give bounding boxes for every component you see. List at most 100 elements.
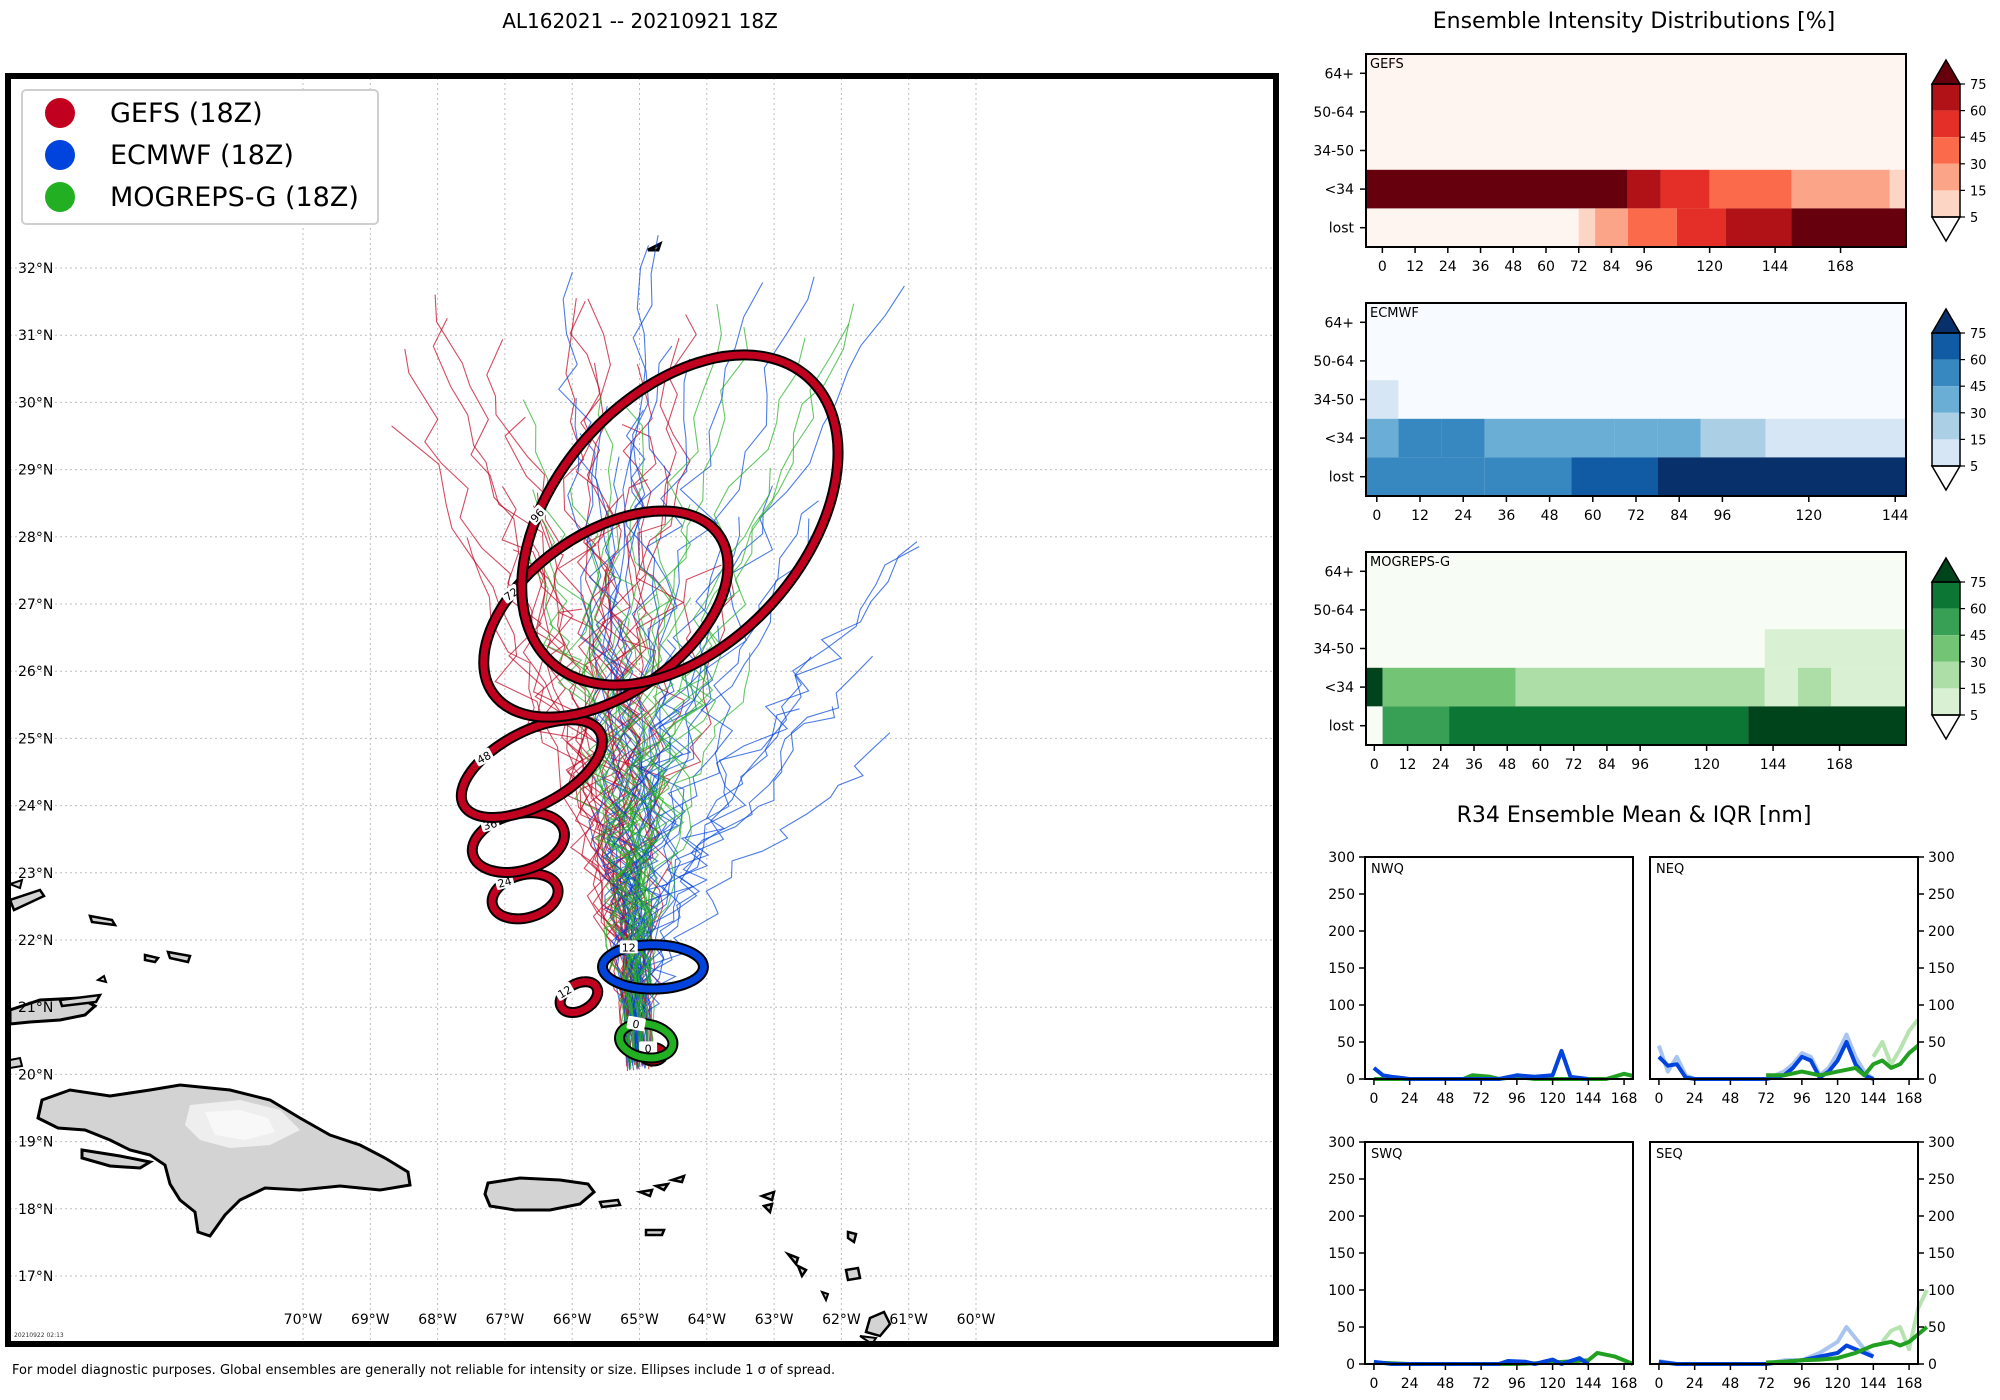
intensity-x-tick-label: 0 xyxy=(1372,508,1381,524)
hispaniola-west-peninsula xyxy=(80,1148,155,1170)
ensemble-track xyxy=(486,339,630,1054)
intensity-cell xyxy=(1366,380,1399,419)
lon-tick-label: 62°W xyxy=(822,1312,861,1328)
ensemble-track xyxy=(633,323,850,1061)
r34-y-tick-label: 150 xyxy=(1328,1246,1355,1262)
intensity-x-tick-label: 120 xyxy=(1696,259,1723,275)
r34-panel-name: SEQ xyxy=(1656,1147,1683,1162)
r34-x-tick-label: 72 xyxy=(1757,1376,1775,1392)
island-bahamas-3 xyxy=(166,950,192,964)
colorbar-segment xyxy=(1932,439,1960,466)
r34-panel-name: SWQ xyxy=(1371,1147,1402,1162)
intensity-cell xyxy=(1366,706,1383,745)
colorbar-tick-label: 60 xyxy=(1970,105,1987,120)
intensity-x-tick-label: 144 xyxy=(1882,508,1909,524)
map-tick-labels: 70°W 69°W 68°W 67°W 66°W 65°W 64°W 63°W 62°W 61°W… xyxy=(18,261,995,1328)
ellipse-hour-label: 48 xyxy=(475,749,493,767)
intensity-x-tick-label: 168 xyxy=(1827,259,1854,275)
island-bahamas-4 xyxy=(95,974,108,984)
intensity-row-label: 50-64 xyxy=(1313,354,1354,370)
intensity-x-tick-label: 12 xyxy=(1411,508,1429,524)
r34-y-tick-label: 150 xyxy=(1328,961,1355,977)
r34-x-tick-label: 168 xyxy=(1896,1091,1923,1107)
ensemble-track xyxy=(602,728,645,1059)
colorbar-frame xyxy=(1931,581,1961,716)
intensity-x-tick-label: 36 xyxy=(1497,508,1515,524)
colorbar-segment xyxy=(1932,635,1960,662)
intensity-x-tick-label: 84 xyxy=(1598,757,1616,773)
r34-x-tick-label: 168 xyxy=(1896,1376,1923,1392)
intensity-cell xyxy=(1676,208,1726,247)
colorbar-bottom-arrow xyxy=(1930,714,1962,741)
r34-panel-neq: NEQ 0 50 100 150 200 250 300 0 24 48 72 96 120 144 168 xyxy=(1649,850,1955,1107)
intensity-row-label: lost xyxy=(1329,221,1355,237)
r34-x-tick-label: 24 xyxy=(1401,1376,1419,1392)
intensity-panel-mogreps-g: MOGREPS-G 64+ 50-64 34-50 <34 lost 0 12 24 36 48 60… xyxy=(1313,551,1987,773)
r34-y-tick-label: 50 xyxy=(1928,1320,1946,1336)
ellipse-label-bg xyxy=(473,747,494,767)
intensity-x-tick-label: 24 xyxy=(1432,757,1450,773)
lat-tick-label: 27°N xyxy=(18,597,53,613)
ensemble-track xyxy=(642,541,918,1059)
ensemble-track xyxy=(584,494,642,1056)
lat-tick-label: 25°N xyxy=(18,731,53,747)
r34-panel-swq: SWQ 0 50 100 150 200 250 300 0 24 48 72 96 120 144 168 xyxy=(1328,1135,1637,1392)
r34-x-tick-label: 96 xyxy=(1508,1376,1526,1392)
colorbar-segment xyxy=(1932,190,1960,217)
r34-y-tick-label: 50 xyxy=(1337,1320,1355,1336)
intensity-cell xyxy=(1528,418,1615,458)
intensity-panel-name: MOGREPS-G xyxy=(1370,555,1450,570)
r34-panel-background xyxy=(1365,1142,1633,1364)
intensity-cell xyxy=(1614,418,1658,458)
intensity-row-label: 34-50 xyxy=(1313,144,1354,160)
intensity-cell xyxy=(1627,169,1661,209)
r34-x-tick-label: 72 xyxy=(1757,1091,1775,1107)
ensemble-track xyxy=(604,593,658,1052)
lat-tick-label: 29°N xyxy=(18,463,53,479)
r34-x-tick-label: 24 xyxy=(1686,1091,1704,1107)
island-anegada xyxy=(667,1174,686,1184)
r34-x-tick-label: 72 xyxy=(1472,1091,1490,1107)
ellipse-gefs-12: 12 xyxy=(554,976,604,1019)
island-st-kitts xyxy=(784,1251,800,1267)
lat-tick-label: 20°N xyxy=(18,1067,53,1083)
colorbar-segment xyxy=(1932,582,1960,609)
colorbar-tick-label: 75 xyxy=(1970,327,1987,342)
colorbar-bottom-arrow xyxy=(1930,465,1962,492)
intensity-cell xyxy=(1366,169,1628,209)
intensity-row-label: 34-50 xyxy=(1313,642,1354,658)
intensity-panel-name: GEFS xyxy=(1370,57,1404,72)
intensity-panels: GEFS 64+ 50-64 34-50 <34 lost 0 12 24 36 48 60 72 84 9… xyxy=(1313,53,1987,773)
ensemble-track xyxy=(623,652,751,1069)
intensity-x-tick-label: 96 xyxy=(1713,508,1731,524)
intensity-cell xyxy=(1657,418,1701,458)
island-antigua xyxy=(844,1266,862,1282)
colorbar-top-arrow xyxy=(1930,556,1962,583)
intensity-x-tick-label: 0 xyxy=(1378,259,1387,275)
intensity-x-tick-label: 24 xyxy=(1439,259,1457,275)
map-frame xyxy=(5,73,1279,1347)
intensity-cell xyxy=(1831,667,1906,707)
ellipse-label-bg xyxy=(639,1041,658,1055)
intensity-x-tick-label: 168 xyxy=(1826,757,1853,773)
intensity-panel-ecmwf: ECMWF 64+ 50-64 34-50 <34 lost 0 12 24 36 48 60 72 84… xyxy=(1313,302,1987,524)
intensity-cell xyxy=(1798,667,1832,707)
intensity-x-tick-label: 0 xyxy=(1370,757,1379,773)
colorbar-top-arrow xyxy=(1930,307,1962,334)
colorbar-tick-label: 45 xyxy=(1970,131,1987,146)
r34-x-tick-label: 120 xyxy=(1539,1376,1566,1392)
r34-title: R34 Ensemble Mean & IQR [nm] xyxy=(1457,803,1812,828)
r34-y-tick-label: 50 xyxy=(1928,1035,1946,1051)
colorbar-segment xyxy=(1932,84,1960,111)
lat-tick-label: 26°N xyxy=(18,664,53,680)
colorbar-segment xyxy=(1932,386,1960,413)
island-great-inagua xyxy=(10,888,46,912)
footnote: For model diagnostic purposes. Global en… xyxy=(12,1363,835,1378)
colorbar-segment xyxy=(1932,163,1960,191)
r34-x-tick-label: 24 xyxy=(1686,1376,1704,1392)
lon-tick-label: 64°W xyxy=(687,1312,726,1328)
lon-tick-label: 70°W xyxy=(284,1312,323,1328)
colorbar-tick-label: 30 xyxy=(1970,656,1987,671)
ellipse-ring xyxy=(518,351,842,689)
